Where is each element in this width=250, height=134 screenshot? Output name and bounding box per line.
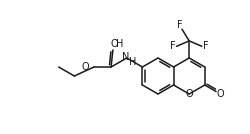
Text: H: H — [116, 39, 124, 49]
Text: N: N — [122, 52, 130, 62]
Text: H: H — [129, 57, 136, 67]
Text: F: F — [203, 41, 208, 51]
Text: O: O — [81, 62, 89, 72]
Text: F: F — [170, 41, 175, 51]
Text: F: F — [177, 20, 183, 30]
Text: O: O — [216, 89, 224, 99]
Text: O: O — [110, 39, 118, 49]
Text: O: O — [185, 89, 193, 99]
